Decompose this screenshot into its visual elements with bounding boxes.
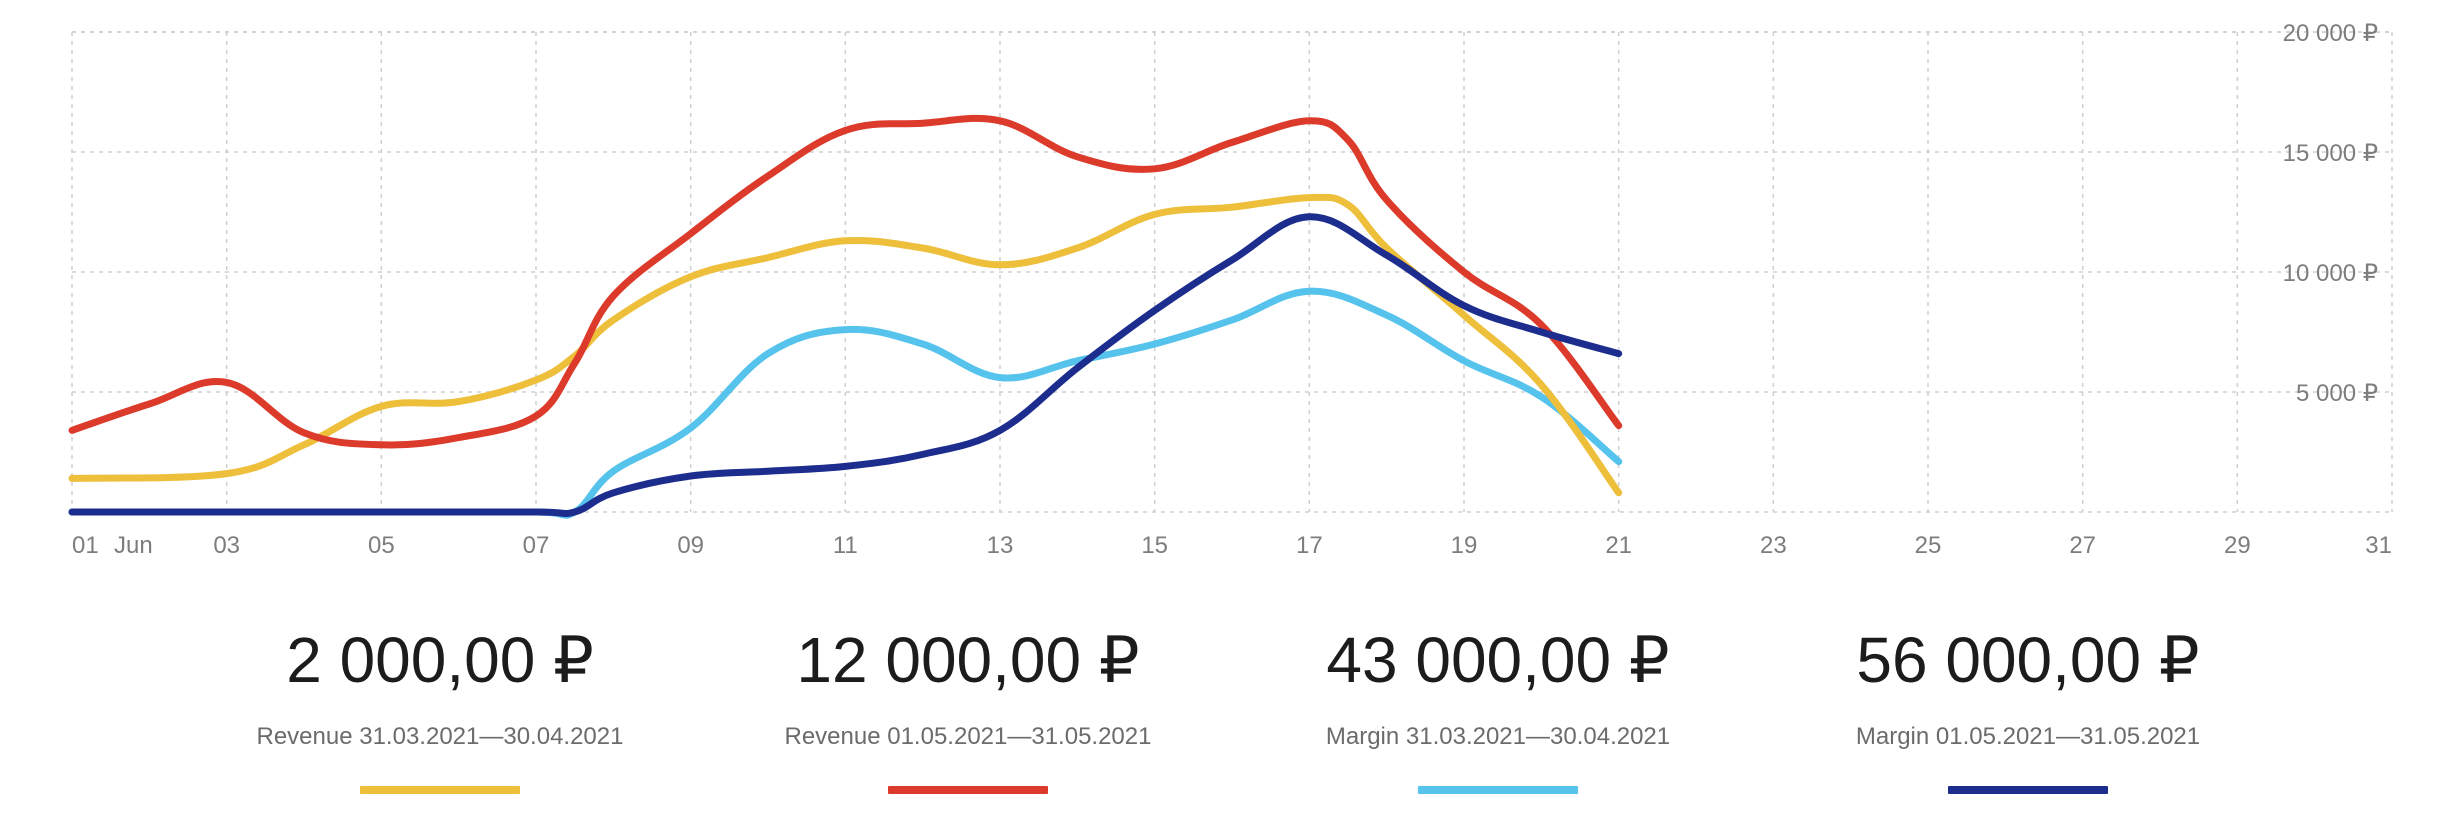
x-tick-label: 15: [1141, 532, 1168, 559]
x-tick-label: 27: [2069, 532, 2096, 559]
y-axis-ticks: 20 000 ₽ 15 000 ₽ 10 000 ₽ 5 000 ₽: [2283, 20, 2378, 407]
summary-value: 12 000,00 ₽: [796, 624, 1140, 696]
x-tick-label: 13: [987, 532, 1014, 559]
x-tick-label: 17: [1296, 532, 1323, 559]
x-tick-label: 19: [1451, 532, 1478, 559]
summary-item-revenue-previous: 2 000,00 ₽ Revenue 31.03.2021—30.04.2021: [180, 620, 700, 794]
summary-item-margin-current: 56 000,00 ₽ Margin 01.05.2021—31.05.2021: [1768, 620, 2288, 794]
line-chart: 01 03 05 07 09 11 13 15 17 19 21 23 25 27 29 31 Jun 20 0…: [68, 20, 2393, 559]
x-tick-label: 01: [72, 532, 99, 559]
summary-label: Margin 01.05.2021—31.05.2021: [1855, 723, 2201, 750]
x-tick-label: 21: [1605, 532, 1632, 559]
x-tick-label: 03: [213, 532, 240, 559]
summary-legend: 2 000,00 ₽ Revenue 31.03.2021—30.04.2021…: [0, 620, 2456, 820]
legend-swatch: [888, 786, 1048, 794]
x-tick-label: 23: [1760, 532, 1787, 559]
x-tick-label: 29: [2224, 532, 2251, 559]
summary-item-revenue-current: 12 000,00 ₽ Revenue 01.05.2021—31.05.202…: [708, 620, 1228, 794]
summary-label: Margin 31.03.2021—30.04.2021: [1325, 723, 1671, 750]
summary-item-margin-previous: 43 000,00 ₽ Margin 31.03.2021—30.04.2021: [1238, 620, 1758, 794]
legend-swatch: [360, 786, 520, 794]
legend-swatch: [1948, 786, 2108, 794]
summary-label: Revenue 01.05.2021—31.05.2021: [784, 723, 1152, 750]
y-tick-label: 5 000 ₽: [2296, 380, 2378, 407]
series-line-revenue-current: [68, 114, 1623, 449]
x-tick-label: 09: [677, 532, 704, 559]
x-tick-label: 07: [523, 532, 550, 559]
summary-value: 43 000,00 ₽: [1326, 624, 1670, 696]
summary-value: 56 000,00 ₽: [1856, 624, 2200, 696]
series-line-revenue-previous: [68, 193, 1623, 497]
legend-swatch: [1418, 786, 1578, 794]
y-tick-label: 15 000 ₽: [2283, 140, 2378, 167]
summary-value: 2 000,00 ₽: [286, 624, 594, 696]
series-line-margin-current: [68, 213, 1623, 518]
y-tick-label: 20 000 ₽: [2283, 20, 2378, 47]
chart-series: [68, 114, 1623, 519]
x-tick-label: 11: [833, 532, 858, 559]
y-tick-label: 10 000 ₽: [2283, 260, 2378, 287]
x-month-label: Jun: [114, 532, 153, 559]
x-tick-label: 31: [2365, 532, 2392, 559]
x-tick-label: 25: [1915, 532, 1942, 559]
x-axis-ticks: 01 03 05 07 09 11 13 15 17 19 21 23 25 27 29 31 Jun: [72, 532, 2392, 559]
x-tick-label: 05: [368, 532, 395, 559]
summary-label: Revenue 31.03.2021—30.04.2021: [256, 723, 624, 750]
